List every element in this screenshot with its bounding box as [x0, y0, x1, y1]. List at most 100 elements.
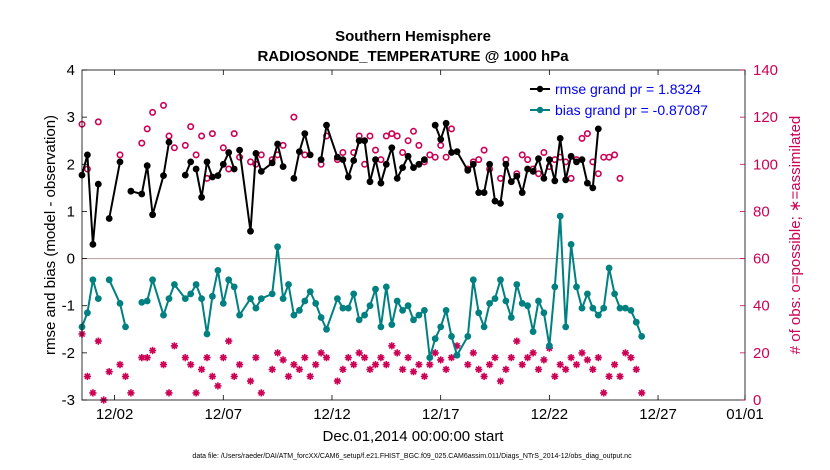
obs-assimilated-point: [567, 354, 575, 362]
rmse-point: [192, 165, 200, 173]
obs-possible-point: [219, 144, 227, 152]
obs-assimilated-point: [295, 365, 303, 373]
bias-point: [584, 290, 591, 298]
y2-axis-label: # of obs: o=possible; ∗=assimilated: [787, 116, 804, 355]
x-tick-label: 12/12: [313, 406, 351, 423]
obs-assimilated-point: [638, 389, 646, 397]
obs-possible-point: [540, 149, 548, 157]
y-tick-label: 2: [67, 156, 75, 173]
rmse-point: [507, 178, 515, 186]
obs-assimilated-point: [572, 361, 581, 369]
obs-assimilated-point: [464, 361, 472, 369]
rmse-point: [252, 150, 260, 157]
rmse-line-segment: [81, 153, 100, 246]
legend-box: [526, 78, 740, 122]
bias-point: [268, 290, 276, 298]
bias-point: [431, 335, 439, 343]
bias-point: [578, 304, 586, 312]
bias-point: [344, 304, 352, 312]
obs-assimilated-point: [355, 349, 363, 357]
obs-assimilated-point: [252, 354, 260, 362]
obs-assimilated-point: [159, 361, 168, 369]
obs-assimilated-point: [632, 365, 640, 373]
bias-point: [323, 325, 330, 333]
rmse-point: [562, 176, 570, 184]
obs-assimilated-point: [551, 372, 559, 380]
rmse-point: [149, 211, 157, 219]
obs-assimilated-point: [149, 346, 157, 355]
rmse-point: [187, 158, 195, 166]
obs-assimilated-point: [187, 361, 195, 369]
obs-assimilated-point: [350, 361, 358, 369]
bias-point: [382, 283, 390, 291]
obs-assimilated-point: [89, 389, 97, 397]
obs-possible-point: [181, 141, 189, 149]
obs-assimilated-point: [181, 354, 189, 362]
y2-tick-label: 0: [753, 392, 761, 409]
rmse-point: [84, 151, 91, 159]
obs-assimilated-point: [333, 377, 341, 385]
bias-point: [404, 302, 412, 310]
obs-assimilated-point: [371, 361, 380, 369]
obs-assimilated-point: [404, 354, 412, 362]
obs-assimilated-point: [165, 389, 173, 397]
legend-bias-label: bias grand pr = -0.87087: [555, 102, 708, 118]
rmse-point: [296, 148, 303, 156]
bias-point: [247, 295, 254, 302]
bias-point: [600, 304, 608, 312]
bias-point: [198, 295, 206, 302]
bias-point: [187, 290, 195, 298]
bias-point: [448, 333, 455, 340]
bias-point: [437, 323, 445, 331]
x-tick-label: 12/07: [205, 406, 243, 423]
obs-assimilated-point: [127, 389, 135, 397]
bias-point: [611, 290, 618, 298]
rmse-point: [143, 162, 151, 170]
bias-point: [257, 295, 265, 302]
rmse-point: [290, 175, 298, 182]
bias-point: [203, 330, 211, 338]
y-tick-label: 1: [67, 203, 75, 220]
rmse-line-segment: [292, 132, 312, 179]
bias-point: [105, 276, 113, 284]
rmse-point: [372, 156, 379, 164]
bias-point: [230, 283, 238, 291]
obs-assimilated-point: [322, 354, 331, 362]
bias-point: [296, 307, 303, 314]
bias-point: [562, 323, 570, 331]
obs-possible-point: [388, 130, 396, 138]
obs-assimilated-point: [507, 354, 515, 362]
bias-point: [524, 302, 531, 310]
bias-point: [171, 281, 178, 288]
rmse-point: [350, 157, 358, 164]
rmse-point: [236, 146, 244, 154]
rmse-point: [279, 163, 287, 171]
bias-point: [388, 321, 396, 328]
rmse-point: [127, 187, 135, 195]
obs-possible-point: [165, 132, 173, 140]
rmse-point: [323, 121, 330, 129]
bias-point: [551, 283, 559, 291]
bias-point: [546, 342, 553, 350]
bias-point: [486, 300, 493, 307]
obs-assimilated-point: [518, 361, 526, 369]
footnote: data file: /Users/raeder/DAI/ATM_forcXX/…: [192, 453, 632, 460]
rmse-point: [377, 179, 385, 187]
bias-point: [622, 304, 629, 312]
y-tick-label: -1: [62, 298, 75, 315]
rmse-point: [556, 135, 564, 142]
obs-assimilated-point: [409, 368, 418, 376]
obs-possible-point: [480, 146, 488, 154]
obs-possible-point: [431, 153, 439, 161]
rmse-point: [518, 189, 526, 197]
rmse-point: [513, 172, 521, 180]
bias-point: [573, 283, 580, 291]
obs-possible-point: [442, 153, 450, 161]
rmse-point: [198, 193, 206, 201]
rmse-point: [584, 179, 591, 187]
bias-point: [366, 302, 374, 310]
obs-possible-point: [247, 158, 255, 166]
rmse-point: [480, 189, 488, 197]
bias-point: [415, 311, 423, 319]
rmse-point: [203, 158, 211, 166]
